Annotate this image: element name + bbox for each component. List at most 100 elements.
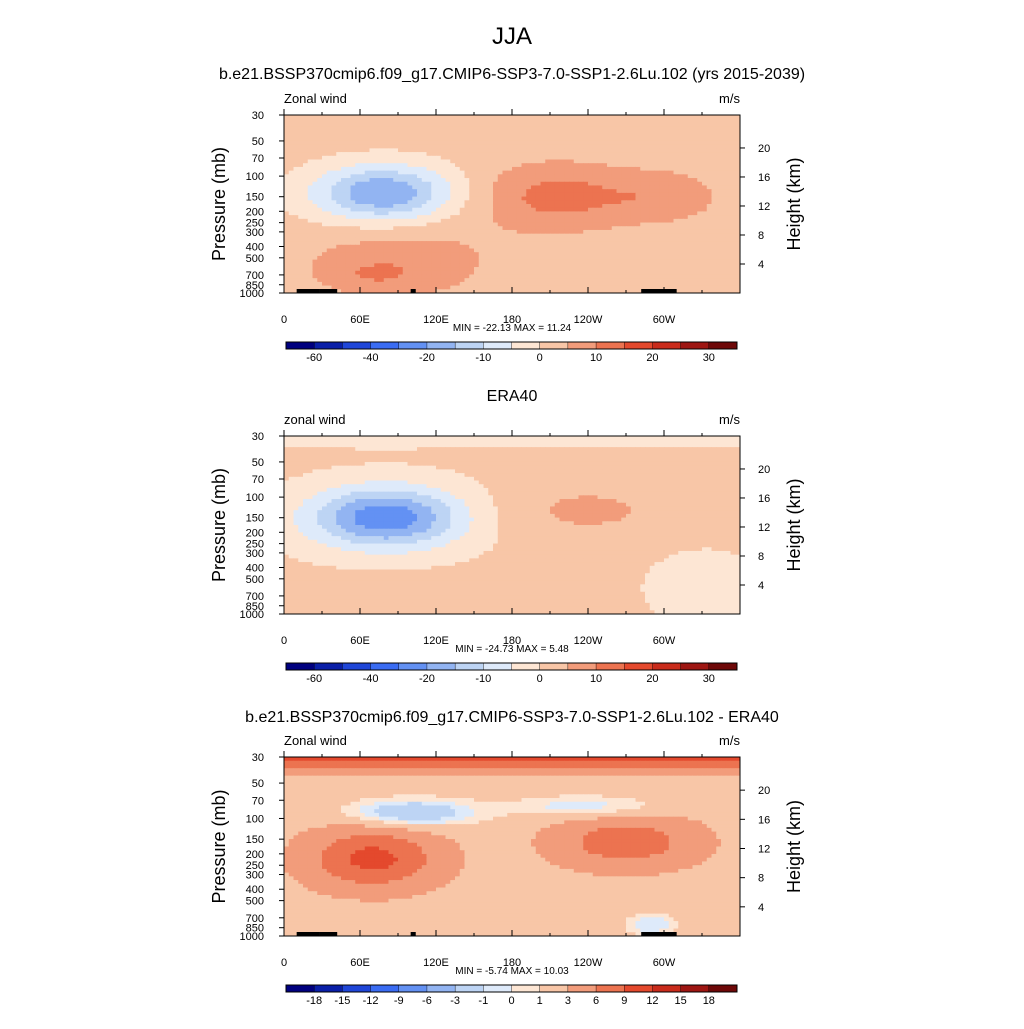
field-cell <box>631 193 636 197</box>
field-cell <box>498 156 503 160</box>
field-cell <box>308 230 313 234</box>
field-cell <box>313 226 318 230</box>
field-cell <box>412 245 417 249</box>
field-cell <box>450 245 455 249</box>
field-cell <box>707 145 712 149</box>
field-cell <box>351 148 356 152</box>
field-cell <box>298 271 303 275</box>
field-cell <box>474 197 479 201</box>
field-cell <box>731 263 736 267</box>
field-cell <box>512 208 517 212</box>
field-cell <box>688 148 693 152</box>
field-cell <box>726 137 731 141</box>
field-cell <box>674 115 679 119</box>
field-cell <box>607 245 612 249</box>
field-cell <box>631 200 636 204</box>
field-cell <box>398 245 403 249</box>
field-cell <box>536 219 541 223</box>
field-cell <box>702 200 707 204</box>
field-cell <box>598 223 603 227</box>
field-cell <box>408 260 413 264</box>
field-cell <box>294 178 299 182</box>
field-cell <box>621 200 626 204</box>
field-cell <box>526 440 531 444</box>
field-cell <box>355 197 360 201</box>
field-cell <box>726 130 731 134</box>
field-cell <box>712 134 717 138</box>
field-cell <box>498 193 503 197</box>
field-cell <box>583 126 588 130</box>
field-cell <box>332 189 337 193</box>
field-cell <box>683 171 688 175</box>
field-cell <box>417 178 422 182</box>
field-cell <box>284 148 289 152</box>
field-cell <box>322 134 327 138</box>
field-cell <box>545 178 550 182</box>
field-cell <box>455 145 460 149</box>
field-cell <box>289 223 294 227</box>
field-cell <box>360 286 365 290</box>
field-cell <box>636 226 641 230</box>
colorbar-swatch <box>483 342 511 349</box>
field-cell <box>493 182 498 186</box>
field-cell <box>455 185 460 189</box>
field-cell <box>550 234 555 238</box>
field-cell <box>360 219 365 223</box>
field-cell <box>531 197 536 201</box>
field-cell <box>351 174 356 178</box>
field-cell <box>327 171 332 175</box>
field-cell <box>655 211 660 215</box>
field-cell <box>298 178 303 182</box>
field-cell <box>336 252 341 256</box>
field-cell <box>412 274 417 278</box>
field-cell <box>469 174 474 178</box>
field-cell <box>389 241 394 245</box>
field-cell <box>612 256 617 260</box>
field-cell <box>678 115 683 119</box>
field-cell <box>607 148 612 152</box>
field-cell <box>474 440 479 444</box>
field-cell <box>398 171 403 175</box>
field-cell <box>503 182 508 186</box>
field-cell <box>721 223 726 227</box>
field-cell <box>460 267 465 271</box>
field-cell <box>403 256 408 260</box>
field-cell <box>436 278 441 282</box>
field-cell <box>716 189 721 193</box>
field-cell <box>441 234 446 238</box>
field-cell <box>612 174 617 178</box>
field-cell <box>327 145 332 149</box>
field-cell <box>446 208 451 212</box>
field-cell <box>355 134 360 138</box>
field-cell <box>726 189 731 193</box>
field-cell <box>427 274 432 278</box>
field-cell <box>412 237 417 241</box>
field-cell <box>512 245 517 249</box>
field-cell <box>621 141 626 145</box>
field-cell <box>417 134 422 138</box>
field-cell <box>341 241 346 245</box>
field-cell <box>531 182 536 186</box>
field-cell <box>588 197 593 201</box>
field-cell <box>574 245 579 249</box>
field-cell <box>294 163 299 167</box>
field-cell <box>493 208 498 212</box>
field-cell <box>669 249 674 253</box>
field-cell <box>607 163 612 167</box>
field-cell <box>398 182 403 186</box>
field-cell <box>322 237 327 241</box>
field-cell <box>593 443 598 447</box>
field-cell <box>303 237 308 241</box>
field-cell <box>370 230 375 234</box>
field-cell <box>360 204 365 208</box>
field-cell <box>355 237 360 241</box>
field-cell <box>536 197 541 201</box>
field-cell <box>560 141 565 145</box>
field-cell <box>678 137 683 141</box>
field-cell <box>726 167 731 171</box>
field-cell <box>341 245 346 249</box>
field-cell <box>441 174 446 178</box>
field-cell <box>455 443 460 447</box>
field-cell <box>721 189 726 193</box>
field-cell <box>507 215 512 219</box>
